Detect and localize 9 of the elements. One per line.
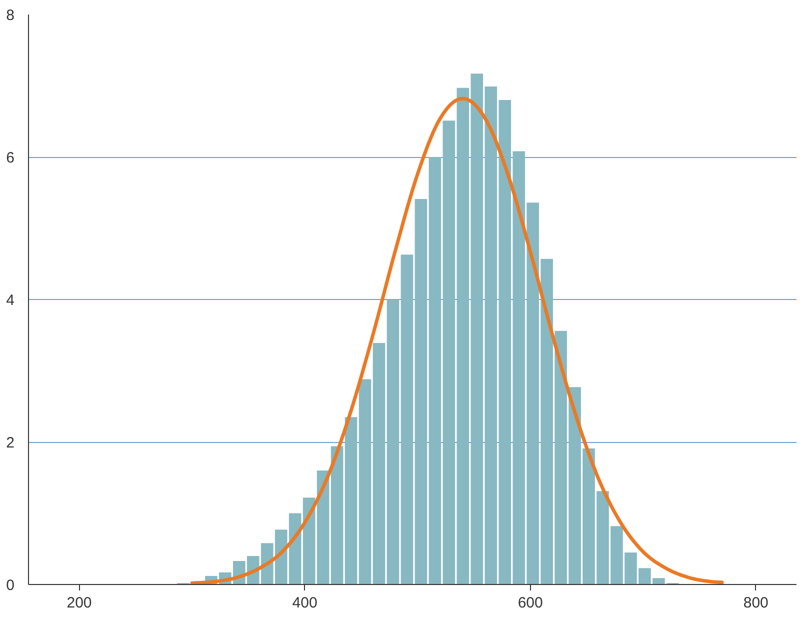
y-tick-label: 2 xyxy=(6,434,14,452)
x-tick-label: 800 xyxy=(743,594,768,612)
y-tick-label: 8 xyxy=(6,7,14,24)
x-tick-label: 400 xyxy=(292,594,318,612)
y-tick-label: 6 xyxy=(6,150,14,166)
y-tick-label: 0 xyxy=(6,577,14,594)
x-tick-label: 200 xyxy=(66,594,92,612)
y-tick-label: 4 xyxy=(6,292,14,309)
x-tick-label: 600 xyxy=(518,594,543,612)
